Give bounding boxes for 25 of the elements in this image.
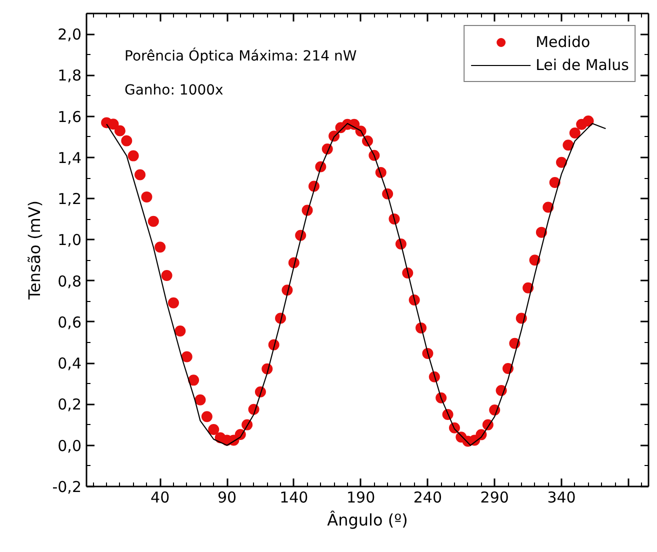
annotation: Porência Óptica Máxima: 214 nW bbox=[124, 48, 357, 64]
legend-label: Lei de Malus bbox=[536, 56, 629, 74]
legend-label: Medido bbox=[536, 33, 590, 51]
y-tick-label: 0,6 bbox=[58, 313, 82, 332]
x-tick-label: 90 bbox=[217, 488, 237, 506]
y-axis-title: Tensão (mV) bbox=[25, 200, 44, 301]
x-tick-label: 190 bbox=[346, 488, 376, 506]
x-tick-label: 340 bbox=[547, 488, 576, 506]
y-tick-label: 1,2 bbox=[58, 190, 82, 208]
y-tick-label: 2,0 bbox=[58, 26, 82, 44]
annotation: Ganho: 1000x bbox=[124, 82, 224, 98]
x-tick-label: 40 bbox=[150, 488, 170, 506]
y-tick-label: 0,8 bbox=[58, 272, 82, 290]
y-tick-label: 1,6 bbox=[58, 108, 82, 126]
x-tick-label: 240 bbox=[413, 488, 442, 506]
y-tick-label: 0,4 bbox=[58, 354, 82, 373]
x-axis-title: Ângulo (º) bbox=[327, 510, 408, 530]
x-tick-label: 140 bbox=[280, 488, 308, 506]
y-tick-label: 0,2 bbox=[58, 396, 82, 414]
x-tick-label: 290 bbox=[480, 488, 509, 506]
y-tick-label: -0,2 bbox=[52, 478, 82, 496]
y-tick-label: 0,0 bbox=[58, 436, 82, 455]
y-tick-label: 1,0 bbox=[58, 231, 82, 250]
y-tick-label: 1,4 bbox=[58, 148, 82, 167]
y-tick-label: 1,8 bbox=[58, 66, 82, 85]
